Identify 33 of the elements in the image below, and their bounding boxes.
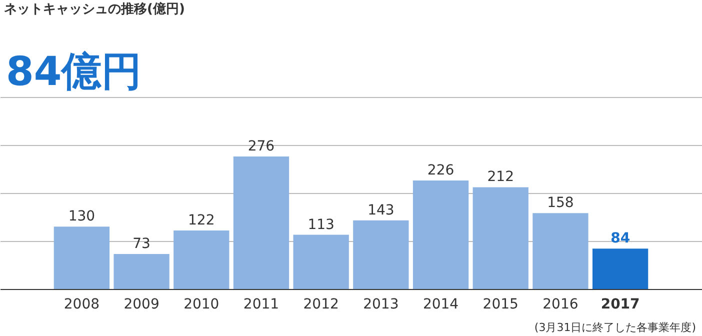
text: (3月31日に終了した各事業年度) bbox=[534, 321, 696, 334]
x-tick-label: 2011 bbox=[243, 296, 280, 312]
data-label: 122 bbox=[188, 212, 215, 228]
bar bbox=[293, 234, 349, 289]
chart-title: ネットキャッシュの推移(億円) bbox=[4, 1, 185, 17]
x-tick-label: 2009 bbox=[124, 296, 160, 312]
x-tick-label: 2015 bbox=[482, 296, 518, 312]
data-label: 212 bbox=[487, 169, 514, 186]
bar bbox=[174, 230, 230, 289]
data-label: 113 bbox=[308, 216, 334, 233]
x-tick-label: 2008 bbox=[64, 296, 100, 312]
bar bbox=[114, 254, 170, 289]
bar bbox=[532, 213, 588, 289]
data-label: 226 bbox=[427, 162, 454, 179]
data-label: 158 bbox=[547, 195, 574, 212]
x-tick-label: 2013 bbox=[363, 296, 399, 312]
x-tick-label: 2012 bbox=[303, 296, 339, 312]
bar bbox=[592, 248, 648, 289]
data-label: 276 bbox=[248, 138, 275, 155]
bar bbox=[353, 220, 409, 289]
data-label: 143 bbox=[368, 202, 394, 218]
x-tick-label: 2016 bbox=[542, 296, 578, 312]
bar bbox=[233, 156, 290, 289]
bar bbox=[412, 180, 469, 289]
data-label: 73 bbox=[132, 236, 150, 252]
chart-subtitle: 84億円 bbox=[6, 49, 142, 95]
x-tick-label: 2010 bbox=[184, 296, 220, 312]
x-tick-label: 2014 bbox=[422, 296, 459, 312]
bar bbox=[54, 226, 110, 289]
data-label: 130 bbox=[68, 208, 96, 225]
x-tick-label: 2017 bbox=[600, 296, 640, 312]
data-label: 84 bbox=[610, 230, 630, 247]
bar bbox=[472, 187, 528, 289]
